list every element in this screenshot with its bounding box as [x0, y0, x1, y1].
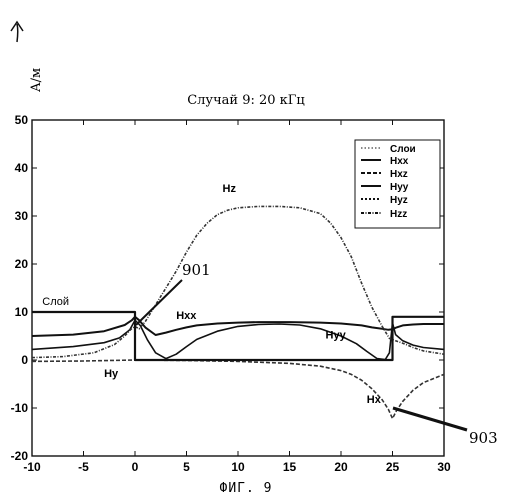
y-tick-label: 40: [15, 161, 29, 175]
x-tick-label: 15: [283, 460, 297, 474]
y-tick-label: 30: [15, 209, 29, 223]
legend-label-layers: Слои: [390, 144, 416, 155]
annotation-label: Hx: [367, 394, 382, 406]
ref-903: 903: [469, 429, 498, 447]
y-tick-label: 50: [15, 113, 29, 127]
x-tick-label: 25: [386, 460, 400, 474]
y-tick-label: -20: [11, 449, 29, 463]
x-tick-label: 30: [437, 460, 451, 474]
y-tick-label: 0: [21, 353, 28, 367]
legend-label-hyz: Hyz: [390, 195, 408, 206]
series-line-hzz: [32, 206, 444, 357]
y-tick-label: -10: [11, 401, 29, 415]
legend: Слои Hxx Hxz Hyy Hyz Hzz: [355, 140, 440, 228]
ref-901-leader: [136, 280, 182, 325]
legend-label-hzz: Hzz: [390, 209, 407, 220]
curved-up-arrow-icon: [11, 22, 23, 42]
legend-label-hyy: Hyy: [390, 182, 409, 193]
annotation-label: Слой: [42, 296, 69, 308]
x-tick-label: 5: [183, 460, 190, 474]
ref-901: 901: [182, 261, 211, 279]
y-tick-label: 20: [15, 257, 29, 271]
legend-label-hxz: Hxz: [390, 169, 408, 180]
figure-caption: ФИГ. 9: [220, 481, 273, 496]
y-axis-label: А/м: [29, 68, 44, 92]
chart-title: Случай 9: 20 кГц: [187, 93, 305, 108]
legend-label-hxx: Hxx: [390, 156, 409, 167]
series-line-hxz: [32, 360, 444, 419]
x-tick-label: 10: [231, 460, 245, 474]
x-tick-label: 20: [334, 460, 348, 474]
y-tick-label: 10: [15, 305, 29, 319]
x-tick-label: 0: [132, 460, 139, 474]
series-line-layers: [32, 312, 444, 360]
annotation-label: Hyy: [326, 329, 347, 341]
ref-903-leader: [393, 408, 467, 430]
annotation-label: Hy: [104, 368, 119, 380]
x-tick-label: -5: [78, 460, 89, 474]
annotation-label: Hxx: [176, 310, 197, 322]
annotation-label: Hz: [223, 183, 237, 195]
